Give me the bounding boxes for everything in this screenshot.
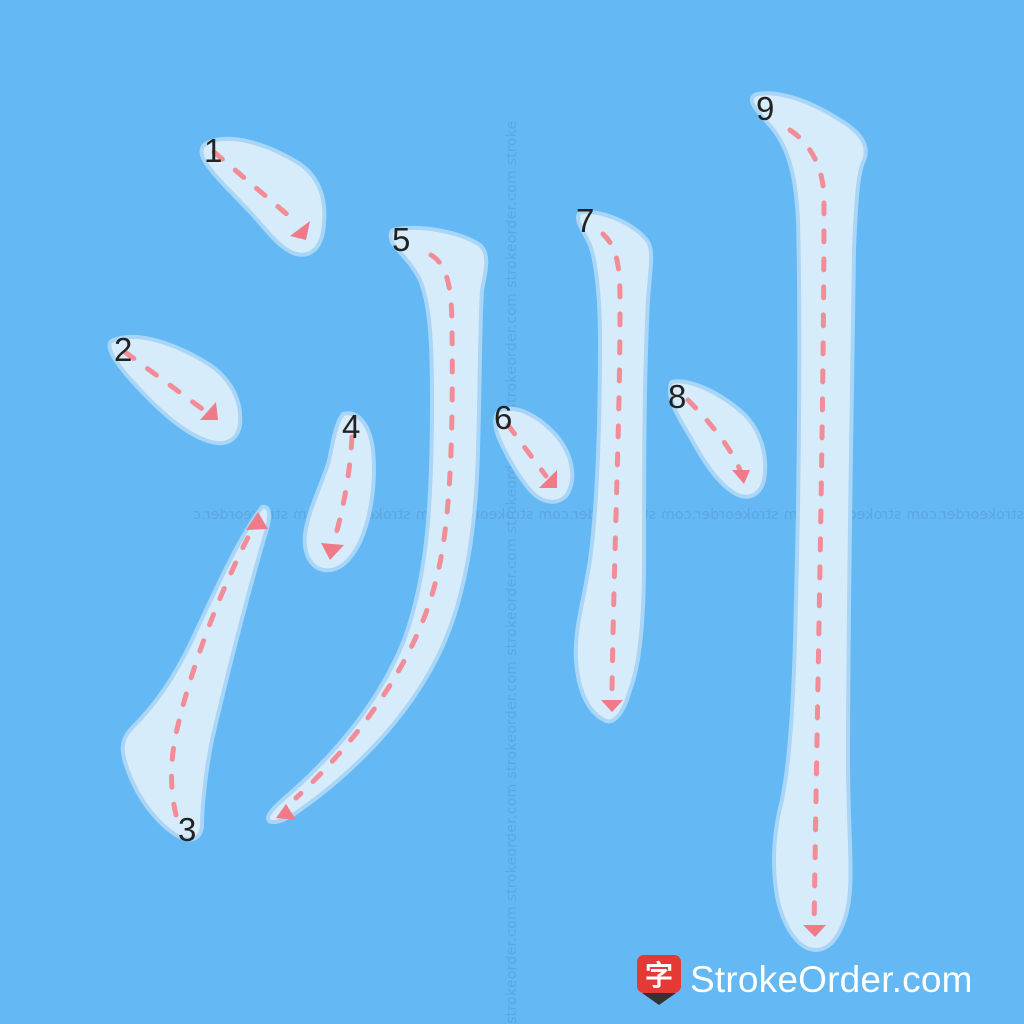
stroke-2-arrowhead xyxy=(200,402,218,420)
stroke-3: 3 xyxy=(120,504,272,848)
stroke-6-direction xyxy=(505,422,549,479)
stroke-9: 9 xyxy=(749,90,868,953)
stroke-2: 2 xyxy=(107,331,243,446)
stroke-1: 1 xyxy=(199,132,327,257)
stroke-number-5: 5 xyxy=(392,221,410,258)
stroke-number-6: 6 xyxy=(494,399,512,436)
stroke-number-3: 3 xyxy=(178,811,196,848)
stroke-1-direction xyxy=(211,149,299,225)
stroke-9-shape xyxy=(749,91,868,953)
stroke-8-arrowhead xyxy=(732,470,750,484)
stroke-6-arrowhead xyxy=(539,470,557,488)
stroke-number-2: 2 xyxy=(114,331,132,368)
stroke-4-shape xyxy=(302,411,376,573)
stroke-4-direction xyxy=(329,434,355,551)
stroke-5-arrowhead xyxy=(276,804,296,820)
stroke-8: 8 xyxy=(667,378,768,499)
brand-logo[interactable]: 字 StrokeOrder.com xyxy=(636,950,1016,1010)
stroke-number-7: 7 xyxy=(576,202,594,239)
brand-name: StrokeOrder.com xyxy=(690,959,973,1000)
stroke-3-arrowhead xyxy=(246,512,268,530)
stroke-7-direction xyxy=(600,231,623,695)
stroke-3-shape xyxy=(120,504,272,842)
stroke-9-direction xyxy=(787,127,827,933)
strokeorder-logo-icon: 字 xyxy=(637,955,681,1005)
stroke-7-shape xyxy=(573,209,654,724)
stroke-4-arrowhead xyxy=(321,543,344,560)
stroke-number-9: 9 xyxy=(756,90,774,127)
stroke-7: 7 xyxy=(573,202,654,724)
stroke-number-1: 1 xyxy=(204,132,222,169)
stroke-number-8: 8 xyxy=(668,378,686,415)
stroke-4: 4 xyxy=(302,408,376,573)
stroke-5-shape xyxy=(265,226,489,825)
stroke-7-arrowhead xyxy=(601,700,623,712)
stroke-5-direction xyxy=(293,252,455,801)
logo-pencil-tip xyxy=(642,993,676,1005)
stroke-5: 5 xyxy=(265,221,489,825)
stroke-number-4: 4 xyxy=(342,408,360,445)
logo-badge xyxy=(637,955,681,993)
stroke-3-direction xyxy=(169,519,259,818)
stroke-2-direction xyxy=(122,349,208,414)
stroke-9-arrowhead xyxy=(803,925,826,937)
stroke-8-direction xyxy=(685,397,743,473)
stroke-6: 6 xyxy=(493,399,575,504)
stroke-1-arrowhead xyxy=(290,221,310,240)
logo-character: 字 xyxy=(645,959,673,992)
